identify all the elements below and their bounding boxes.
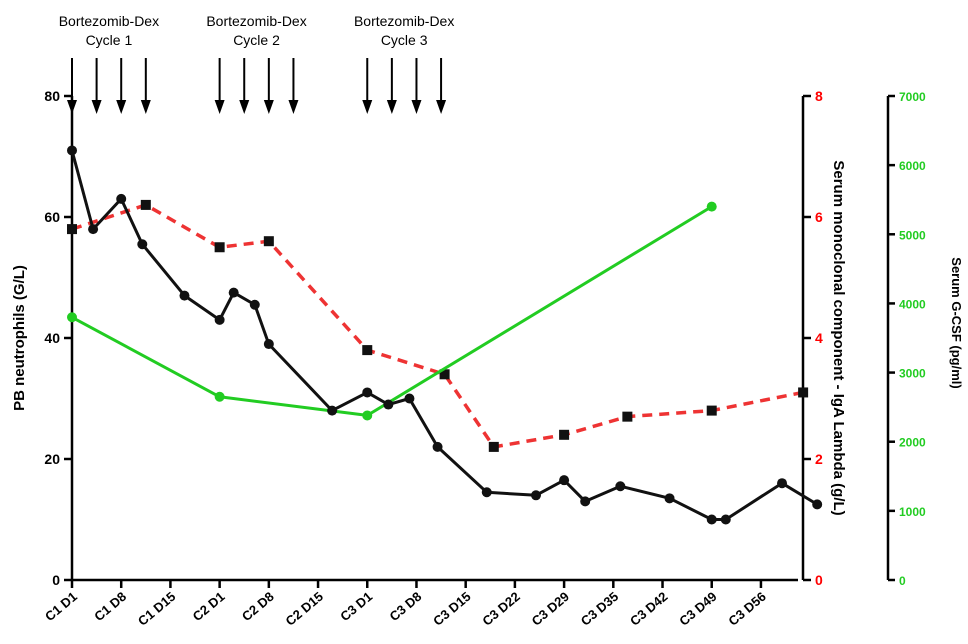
series-line-right2 [71, 205, 713, 417]
left-axis-tick-label: 40 [44, 330, 60, 346]
x-axis-tick-label: C2 D1 [190, 589, 228, 624]
series-point-right1 [214, 242, 225, 253]
series-point-left [481, 487, 492, 498]
series-point-left [214, 314, 225, 325]
left-axis-tick-label: 60 [44, 209, 60, 225]
left-axis-tick-label: 80 [44, 88, 60, 104]
series-point-left [263, 339, 274, 350]
right1-axis-title: Serum monoclonal component - IgA Lambda … [830, 160, 847, 515]
x-axis-tick-label: C2 D8 [239, 589, 277, 624]
dose-arrow-head [411, 100, 422, 114]
left-axis-tick-label: 20 [44, 451, 60, 467]
cycle-label-line2: Cycle 3 [381, 32, 428, 48]
x-axis-tick-label: C3 D29 [529, 589, 572, 629]
series-layer [67, 145, 823, 525]
series-point-left [706, 514, 717, 525]
x-axis-tick-label: C3 D56 [725, 589, 768, 629]
series-point-right2 [362, 410, 373, 421]
series-point-right2 [67, 312, 77, 323]
dose-arrow-head [288, 100, 299, 114]
series-point-left [362, 387, 373, 398]
right1-axis-tick-label: 4 [815, 330, 823, 346]
x-axis-tick-label: C2 D15 [283, 589, 326, 629]
series-point-right1 [140, 199, 151, 210]
series-point-left [812, 499, 823, 510]
x-axis-tick-label: C3 D8 [387, 589, 425, 624]
x-axis-tick-label: C3 D35 [578, 589, 621, 629]
series-point-left [615, 481, 626, 492]
right1-axis-tick-label: 0 [815, 572, 823, 588]
x-axis-tick-label: C3 D1 [337, 589, 375, 624]
series-point-left [664, 493, 675, 504]
right1-axis-tick-label: 2 [815, 451, 823, 467]
series-point-right2 [706, 201, 717, 212]
x-axis-tick-label: C1 D15 [135, 589, 178, 629]
right2-axis-title: Serum G-CSF (pg/ml) [949, 257, 964, 388]
series-point-left [116, 193, 127, 204]
series-point-left [383, 399, 394, 410]
x-axis-tick-label: C3 D49 [676, 589, 719, 629]
right2-axis-tick-label: 2000 [899, 436, 926, 450]
x-axis-tick-label: C3 D15 [430, 589, 473, 629]
dose-arrow-head [386, 100, 397, 114]
right2-axis-tick-label: 3000 [899, 367, 926, 381]
series-point-right1 [263, 236, 274, 247]
x-axis-tick-label: C3 D42 [627, 589, 670, 629]
right2-axis-tick-label: 6000 [899, 159, 926, 173]
dose-arrow-head [140, 100, 151, 114]
left-axis-title: PB neutrophils (G/L) [11, 265, 28, 411]
series-line-right1 [71, 203, 804, 449]
series-point-right2 [214, 391, 225, 402]
right1-axis-tick-label: 6 [815, 209, 823, 225]
series-point-right1 [488, 441, 499, 452]
dose-arrow-head [91, 100, 102, 114]
dose-arrow-head [116, 100, 127, 114]
series-point-right1 [67, 224, 77, 235]
series-point-left [88, 224, 99, 235]
series-point-left [432, 441, 443, 452]
series-point-right1 [798, 387, 809, 398]
dose-arrow-head [214, 100, 225, 114]
series-point-left [580, 496, 591, 507]
series-point-right1 [362, 345, 373, 356]
treatment-annotations: Bortezomib-Dex Cycle 1 Bortezomib-Dex Cycle… [59, 13, 454, 114]
series-point-left [67, 145, 77, 156]
series-point-left [249, 299, 260, 310]
right2-axis-tick-label: 4000 [899, 297, 926, 311]
series-point-right1 [559, 429, 570, 440]
x-axis-tick-label: C1 D1 [42, 589, 80, 624]
right2-axis-tick-label: 0 [899, 574, 906, 588]
series-point-left [327, 405, 338, 416]
series-point-left [404, 393, 415, 404]
dose-arrow-head [263, 100, 274, 114]
right2-axis-tick-label: 1000 [899, 505, 926, 519]
cycle-label-line1: Bortezomib-Dex [206, 13, 306, 29]
left-axis-tick-label: 0 [52, 572, 60, 588]
series-point-left [720, 514, 731, 525]
series-point-left [137, 239, 148, 250]
right2-axis-tick-label: 7000 [899, 90, 926, 104]
series-point-left [777, 478, 788, 489]
right1-axis-tick-label: 8 [815, 88, 823, 104]
right2-axis-tick-label: 5000 [899, 228, 926, 242]
dose-arrow-head [436, 100, 447, 114]
series-point-left [530, 490, 541, 501]
x-axis-tick-label: C1 D8 [91, 589, 129, 624]
series-line-left [70, 150, 818, 521]
series-point-right1 [439, 369, 450, 380]
cycle-label-line1: Bortezomib-Dex [59, 13, 159, 29]
series-point-right1 [706, 405, 717, 416]
cycle-label-line2: Cycle 2 [233, 32, 280, 48]
cycle-label-line1: Bortezomib-Dex [354, 13, 454, 29]
dose-arrow-head [362, 100, 373, 114]
series-point-left [559, 475, 570, 486]
x-axis-tick-label: C3 D22 [479, 589, 522, 629]
series-point-left [228, 287, 239, 298]
dose-arrow-head [239, 100, 250, 114]
series-point-left [179, 290, 190, 301]
cycle-label-line2: Cycle 1 [86, 32, 133, 48]
series-point-right1 [622, 411, 633, 422]
